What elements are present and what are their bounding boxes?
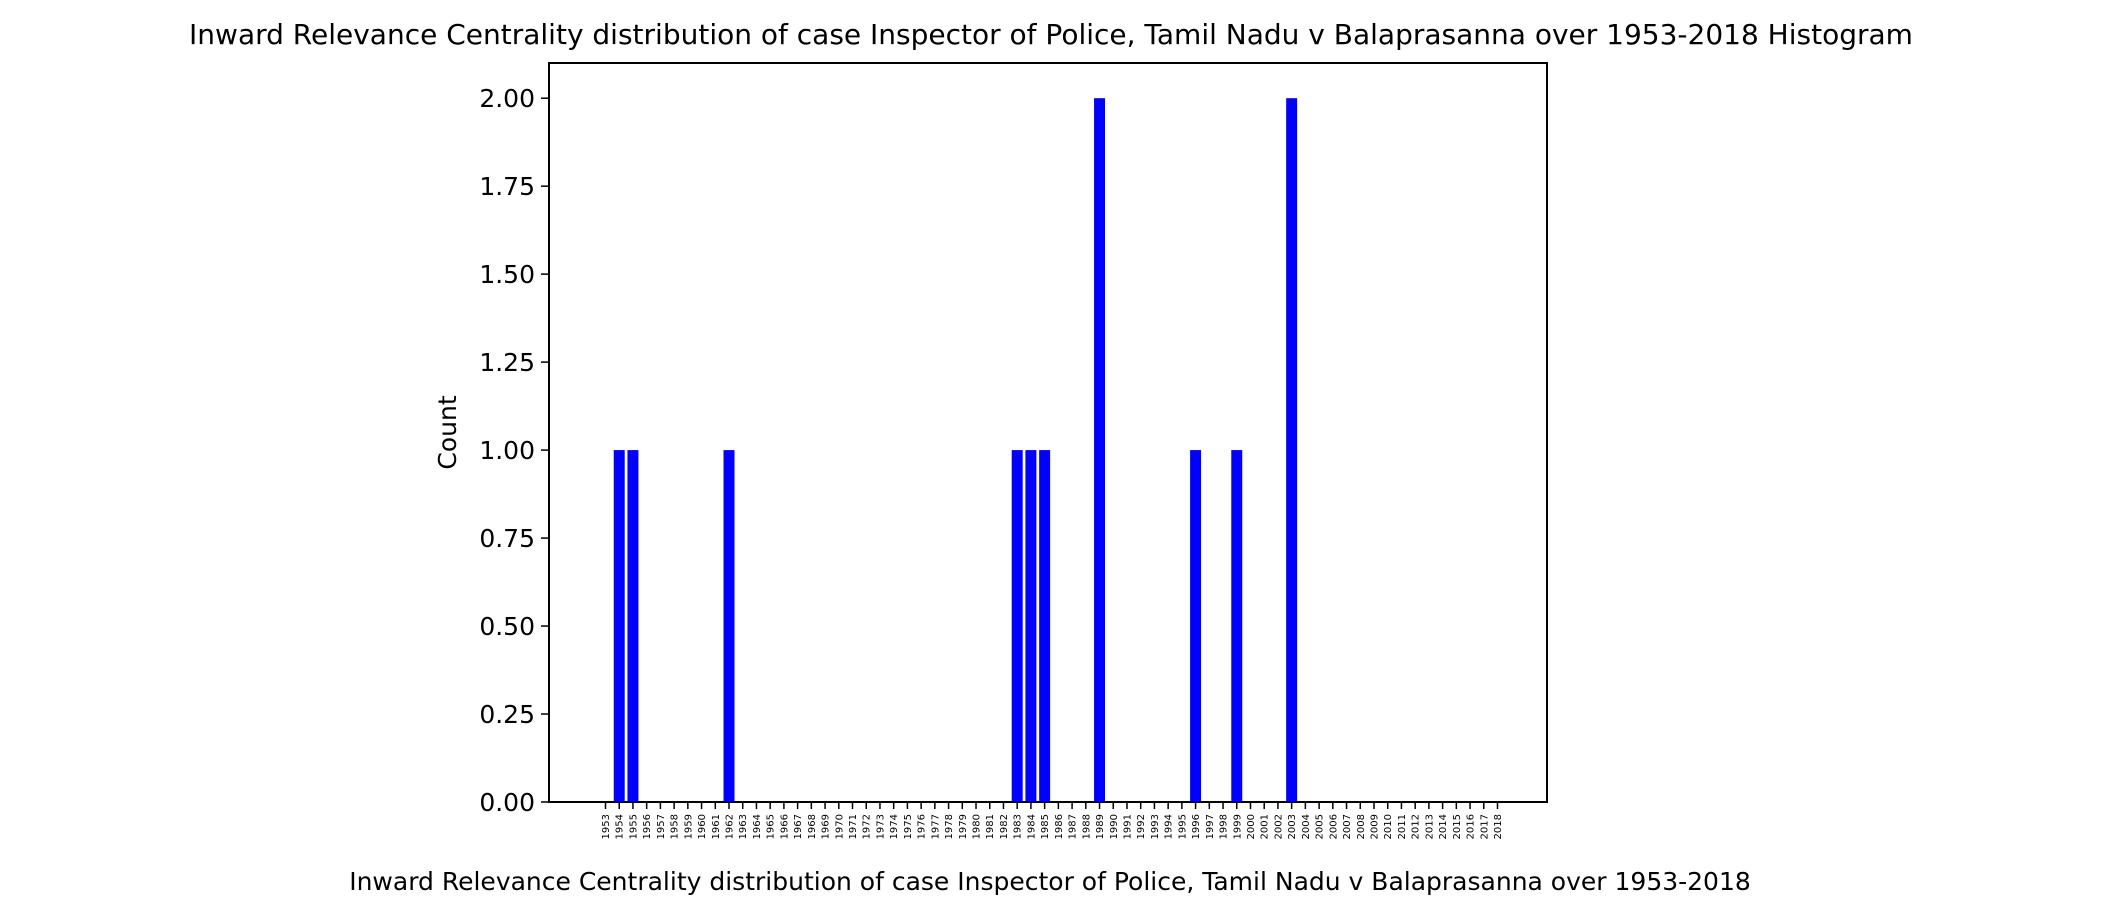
chart-title: Inward Relevance Centrality distribution… (189, 18, 1913, 51)
bar-1984 (1025, 450, 1037, 802)
x-tick-label-2013: 2013 (1424, 814, 1435, 839)
bar-1999 (1231, 450, 1243, 802)
y-tick-label-1.50: 1.50 (479, 260, 535, 289)
bar-1954 (613, 450, 625, 802)
y-tick-label-0.50: 0.50 (479, 612, 535, 641)
x-tick-label-1995: 1995 (1177, 814, 1188, 839)
x-tick-label-1987: 1987 (1068, 814, 1079, 839)
x-tick-label-1983: 1983 (1013, 814, 1024, 839)
x-tick-label-1972: 1972 (862, 814, 873, 839)
x-tick-label-1974: 1974 (889, 814, 900, 839)
x-tick-label-1960: 1960 (697, 814, 708, 839)
x-tick-label-1997: 1997 (1205, 814, 1216, 839)
bar-1983 (1011, 450, 1023, 802)
bar-1989 (1094, 98, 1106, 802)
x-tick-label-1963: 1963 (738, 814, 749, 839)
x-tick-label-1988: 1988 (1081, 814, 1092, 839)
x-tick-label-1989: 1989 (1095, 814, 1106, 839)
x-tick-label-1962: 1962 (725, 814, 736, 839)
x-tick-label-1957: 1957 (656, 814, 667, 839)
bars-group (613, 98, 1298, 802)
x-tick-label-1973: 1973 (875, 814, 886, 839)
y-tick-label-0.00: 0.00 (479, 788, 535, 817)
x-tick-label-2017: 2017 (1479, 814, 1490, 839)
x-tick-label-1992: 1992 (1136, 814, 1147, 839)
x-tick-label-2004: 2004 (1301, 814, 1312, 839)
y-axis: 0.00 0.25 0.50 0.75 1.00 1.25 1.50 1.75 2.00 (479, 84, 549, 817)
x-tick-label-2014: 2014 (1438, 814, 1449, 839)
y-tick-label-0.75: 0.75 (479, 524, 535, 553)
x-tick-label-1977: 1977 (930, 814, 941, 839)
y-tick-label-2.00: 2.00 (479, 84, 535, 113)
x-tick-label-1984: 1984 (1026, 814, 1037, 839)
plot-area-frame (548, 62, 1548, 803)
x-tick-label-1985: 1985 (1040, 814, 1051, 839)
x-tick-label-1966: 1966 (779, 814, 790, 839)
x-tick-label-2009: 2009 (1369, 814, 1380, 839)
x-tick-label-2015: 2015 (1452, 814, 1463, 839)
x-tick-label-2007: 2007 (1342, 814, 1353, 839)
x-tick-label-1978: 1978 (944, 814, 955, 839)
x-tick-label-1994: 1994 (1164, 814, 1175, 839)
bar-2003 (1286, 98, 1298, 802)
x-tick-label-1967: 1967 (793, 814, 804, 839)
x-tick-label-1970: 1970 (834, 814, 845, 839)
x-tick-label-1981: 1981 (985, 814, 996, 839)
x-axis-label: Inward Relevance Centrality distribution… (349, 867, 1751, 896)
x-tick-label-1976: 1976 (917, 814, 928, 839)
bar-1962 (723, 450, 735, 802)
x-tick-label-1980: 1980 (972, 814, 983, 839)
bar-1955 (627, 450, 639, 802)
x-tick-label-2006: 2006 (1328, 814, 1339, 839)
x-tick-label-1969: 1969 (821, 814, 832, 839)
x-tick-label-1996: 1996 (1191, 814, 1202, 839)
x-tick-label-1959: 1959 (683, 814, 694, 839)
x-tick-label-2016: 2016 (1466, 814, 1477, 839)
x-tick-label-2010: 2010 (1383, 814, 1394, 839)
x-tick-label-1975: 1975 (903, 814, 914, 839)
x-tick-label-1961: 1961 (711, 814, 722, 839)
y-tick-label-1.25: 1.25 (479, 348, 535, 377)
x-axis: 1953 1954 1955 1956 1957 1958 1959 1960 1961 1962… (601, 802, 1504, 839)
x-tick-label-1958: 1958 (670, 814, 681, 839)
y-tick-label-1.75: 1.75 (479, 172, 535, 201)
x-tick-label-1993: 1993 (1150, 814, 1161, 839)
x-tick-label-1954: 1954 (615, 814, 626, 839)
x-tick-label-2008: 2008 (1356, 814, 1367, 839)
x-tick-label-1982: 1982 (999, 814, 1010, 839)
x-tick-label-2003: 2003 (1287, 814, 1298, 839)
x-tick-label-1990: 1990 (1109, 814, 1120, 839)
y-tick-label-0.25: 0.25 (479, 700, 535, 729)
x-tick-label-2001: 2001 (1260, 814, 1271, 839)
x-tick-label-2002: 2002 (1273, 814, 1284, 839)
bar-1996 (1190, 450, 1202, 802)
x-tick-label-1965: 1965 (766, 814, 777, 839)
x-tick-label-1953: 1953 (601, 814, 612, 839)
x-tick-label-2000: 2000 (1246, 814, 1257, 839)
x-tick-label-2011: 2011 (1397, 814, 1408, 839)
x-tick-label-1956: 1956 (642, 814, 653, 839)
x-tick-label-1968: 1968 (807, 814, 818, 839)
x-tick-label-1955: 1955 (628, 814, 639, 839)
x-tick-label-2005: 2005 (1315, 814, 1326, 839)
x-tick-label-1991: 1991 (1122, 814, 1133, 839)
x-tick-label-1999: 1999 (1232, 814, 1243, 839)
x-tick-label-2018: 2018 (1493, 814, 1504, 839)
x-tick-label-1964: 1964 (752, 814, 763, 839)
x-tick-label-1979: 1979 (958, 814, 969, 839)
y-axis-label: Count (433, 395, 462, 469)
x-tick-label-2012: 2012 (1411, 814, 1422, 839)
bar-1985 (1039, 450, 1051, 802)
x-tick-label-1998: 1998 (1219, 814, 1230, 839)
x-tick-label-1986: 1986 (1054, 814, 1065, 839)
x-tick-label-1971: 1971 (848, 814, 859, 839)
y-tick-label-1.00: 1.00 (479, 436, 535, 465)
